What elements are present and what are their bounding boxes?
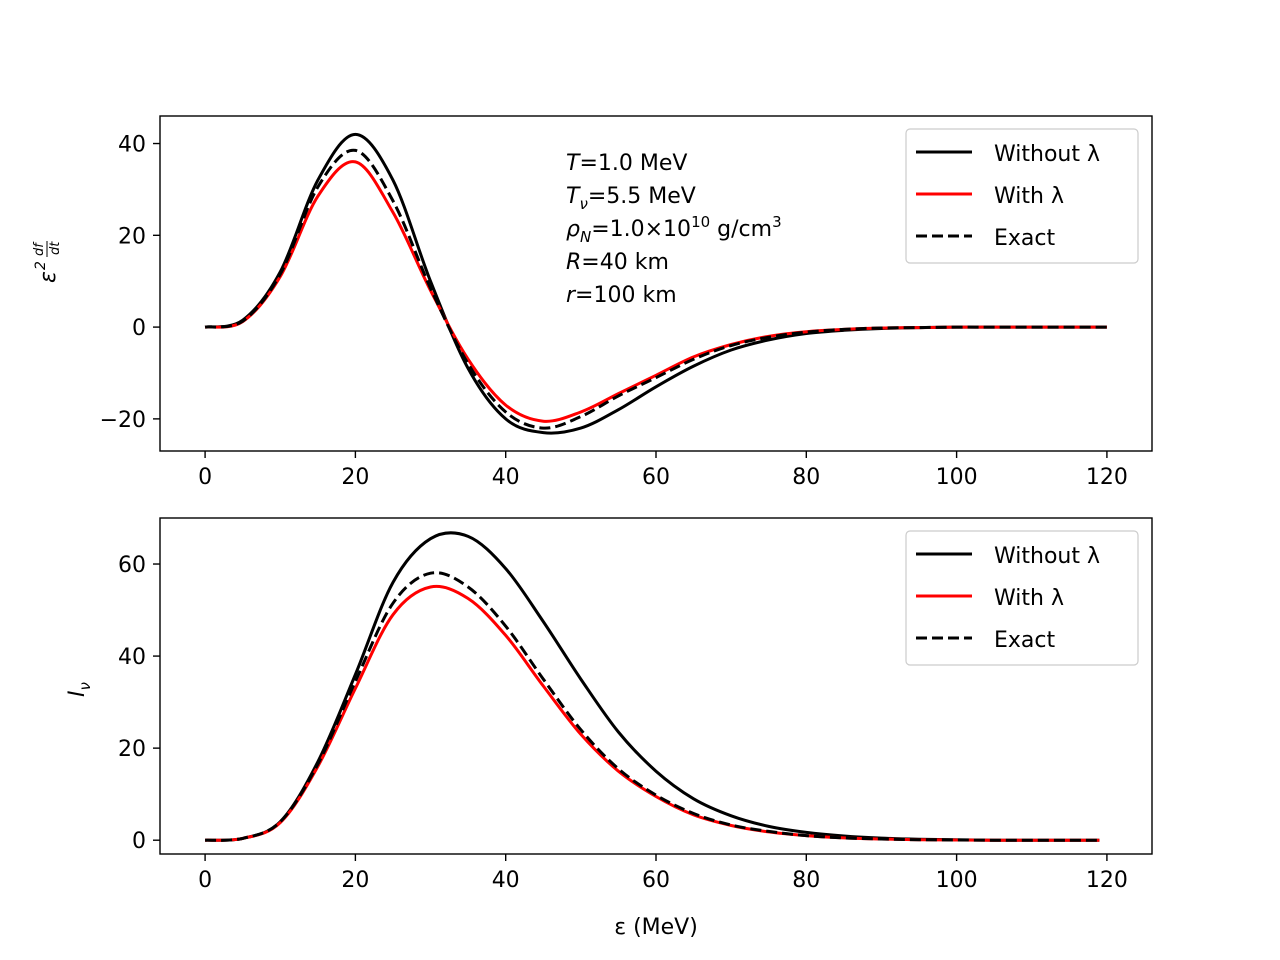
y-tick-label: 40 [118, 645, 146, 670]
y-tick-label: 0 [132, 316, 146, 341]
y-axis-label-bottom: Iν [65, 682, 94, 697]
x-tick-label: 20 [341, 465, 369, 490]
y-tick-label: 40 [118, 133, 146, 158]
x-tick-label: 40 [492, 465, 520, 490]
x-tick-label: 100 [936, 868, 978, 893]
legend-bottom: Without λ With λ Exact [905, 530, 1139, 666]
annotation-T: T=1.0 MeV [566, 151, 687, 176]
y-tick-label: 20 [118, 737, 146, 762]
series-layer-bottom [205, 531, 1100, 842]
x-axis-top: 0 20 40 60 80 100 120 [198, 451, 1128, 490]
annotation-rho: ρN=1.0×1010 g/cm3 [566, 213, 782, 246]
x-tick-label: 40 [492, 868, 520, 893]
x-tick-label: 60 [642, 868, 670, 893]
legend-label-without-lambda: Without λ [994, 544, 1100, 569]
x-tick-label: 60 [642, 465, 670, 490]
y-tick-label: 0 [132, 829, 146, 854]
x-axis-label: ε (MeV) [614, 915, 698, 940]
y-tick-label: −20 [100, 408, 146, 433]
svg-text:dt: dt [48, 241, 63, 255]
annotation-R: R=40 km [566, 250, 669, 275]
series-layer-top [204, 132, 1107, 435]
legend-label-with-lambda: With λ [994, 586, 1064, 611]
y-tick-label: 20 [118, 224, 146, 249]
x-tick-label: 0 [198, 868, 212, 893]
y-axis-label-text-top: ε [36, 271, 61, 283]
annotation-Tnu: Tν=5.5 MeV [566, 184, 696, 213]
x-tick-label: 20 [341, 868, 369, 893]
svg-text:2: 2 [33, 261, 49, 270]
x-tick-label: 120 [1086, 465, 1128, 490]
legend-label-with-lambda: With λ [994, 184, 1064, 209]
svg-text:df: df [32, 241, 47, 256]
legend-label-exact: Exact [994, 628, 1055, 653]
y-axis-label-text-bottom: I [65, 691, 90, 698]
svg-text:Iν: Iν [65, 682, 94, 697]
y-tick-label: 60 [118, 553, 146, 578]
legend-label-without-lambda: Without λ [994, 142, 1100, 167]
y-axis-label-top: ε 2 df dt [32, 241, 63, 283]
y-axis-top: −20 0 20 40 [100, 133, 160, 433]
annotation-r: r=100 km [566, 283, 677, 308]
legend-top: Without λ With λ Exact [905, 128, 1139, 264]
chart-panel-top: 0 20 40 60 80 100 120 −20 0 20 40 ε 2 df dt T=1.0… [32, 115, 1153, 490]
legend-box-top [905, 128, 1139, 264]
x-tick-label: 80 [792, 465, 820, 490]
parameter-annotation: T=1.0 MeV Tν=5.5 MeV ρN=1.0×1010 g/cm3 R… [566, 151, 782, 308]
series-line-exact [204, 148, 1107, 430]
chart-panel-bottom: 0 20 40 60 80 100 120 0 20 40 60 Iν ε (MeV) Witho… [65, 517, 1153, 940]
series-line-exact [205, 571, 1100, 842]
x-tick-label: 0 [198, 465, 212, 490]
x-tick-label: 120 [1086, 868, 1128, 893]
x-axis-bottom: 0 20 40 60 80 100 120 [198, 854, 1128, 893]
legend-box-bottom [905, 530, 1139, 666]
y-axis-bottom: 0 20 40 60 [118, 553, 160, 854]
x-tick-label: 100 [936, 465, 978, 490]
legend-label-exact: Exact [994, 226, 1055, 251]
x-tick-label: 80 [792, 868, 820, 893]
